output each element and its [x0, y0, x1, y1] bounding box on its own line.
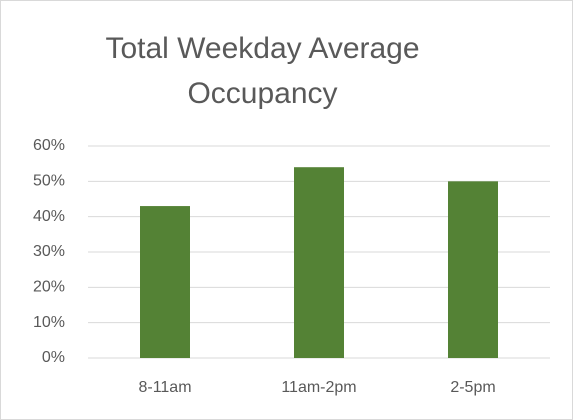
y-tick-label: 20%: [33, 279, 65, 296]
y-tick-label: 40%: [33, 208, 65, 225]
bar: [448, 181, 498, 358]
chart-title: Total Weekday Average Occupancy: [105, 32, 420, 110]
y-tick-label: 0%: [42, 349, 65, 366]
y-tick-label: 60%: [33, 137, 65, 154]
y-tick-label: 50%: [33, 173, 65, 190]
y-tick-label: 30%: [33, 243, 65, 260]
bar: [140, 206, 190, 358]
x-tick-label: 8-11am: [138, 379, 191, 396]
bar: [294, 167, 344, 358]
x-tick-label: 11am-2pm: [281, 379, 356, 396]
y-tick-label: 10%: [33, 314, 65, 331]
x-tick-label: 2-5pm: [450, 379, 495, 396]
